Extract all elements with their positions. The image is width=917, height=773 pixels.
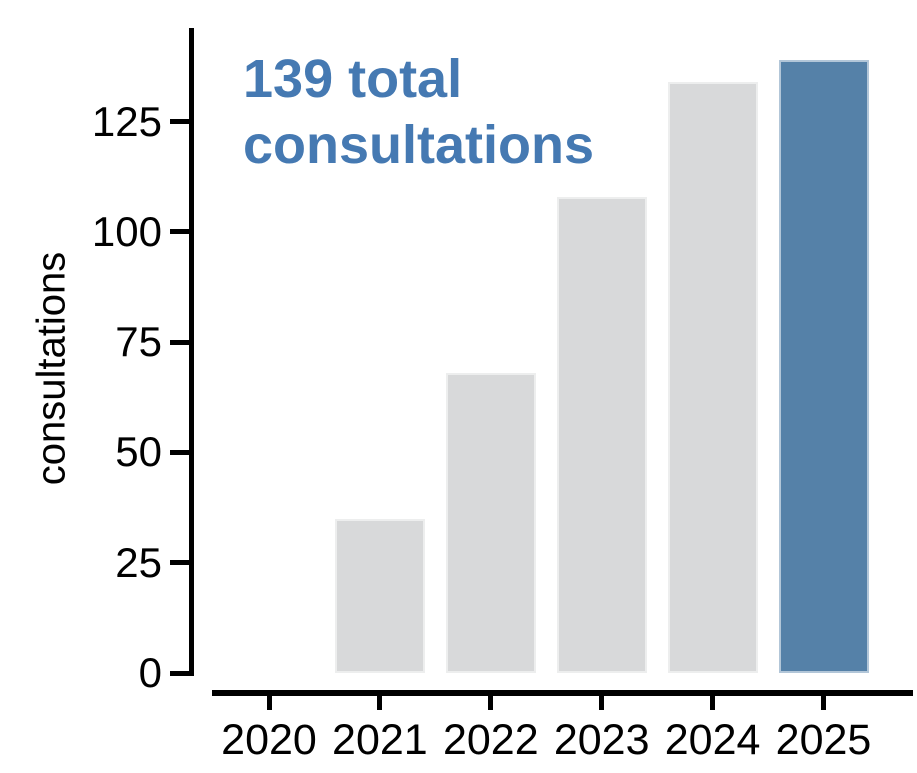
x-tick-label-2023: 2023	[553, 716, 650, 764]
x-tick-2022	[488, 696, 494, 710]
bar-2022	[445, 372, 536, 673]
x-tick-2023	[599, 696, 605, 710]
annotation-line-1: 139 total	[243, 49, 463, 109]
y-tick-125	[170, 119, 189, 124]
y-tick-25	[170, 560, 189, 566]
x-tick-label-2021: 2021	[332, 716, 428, 764]
bar-2021	[334, 518, 425, 673]
bar-2024	[667, 81, 758, 673]
y-tick-50	[170, 449, 189, 455]
y-tick-label-125: 125	[91, 97, 162, 145]
bar-2025	[778, 59, 869, 673]
total-consultations-annotation: 139 total consultations	[243, 46, 594, 178]
y-axis-line	[189, 28, 194, 676]
x-tick-label-2025: 2025	[775, 716, 872, 764]
x-tick-2020	[266, 696, 272, 710]
x-tick-label-2024: 2024	[664, 716, 761, 764]
x-tick-label-2020: 2020	[221, 716, 317, 764]
y-tick-0	[170, 670, 189, 676]
x-tick-2024	[710, 696, 716, 710]
x-tick-2025	[821, 696, 826, 710]
y-tick-label-50: 50	[115, 428, 162, 476]
y-tick-label-25: 25	[115, 538, 162, 586]
y-tick-label-75: 75	[115, 318, 162, 366]
annotation-line-2: consultations	[243, 115, 595, 175]
y-tick-label-0: 0	[138, 649, 162, 696]
y-tick-100	[170, 229, 189, 235]
x-tick-2021	[377, 696, 383, 710]
x-axis-line	[212, 690, 913, 696]
y-tick-label-100: 100	[91, 207, 162, 255]
x-tick-label-2022: 2022	[442, 716, 539, 764]
y-tick-75	[170, 339, 189, 345]
bar-2023	[556, 196, 647, 673]
